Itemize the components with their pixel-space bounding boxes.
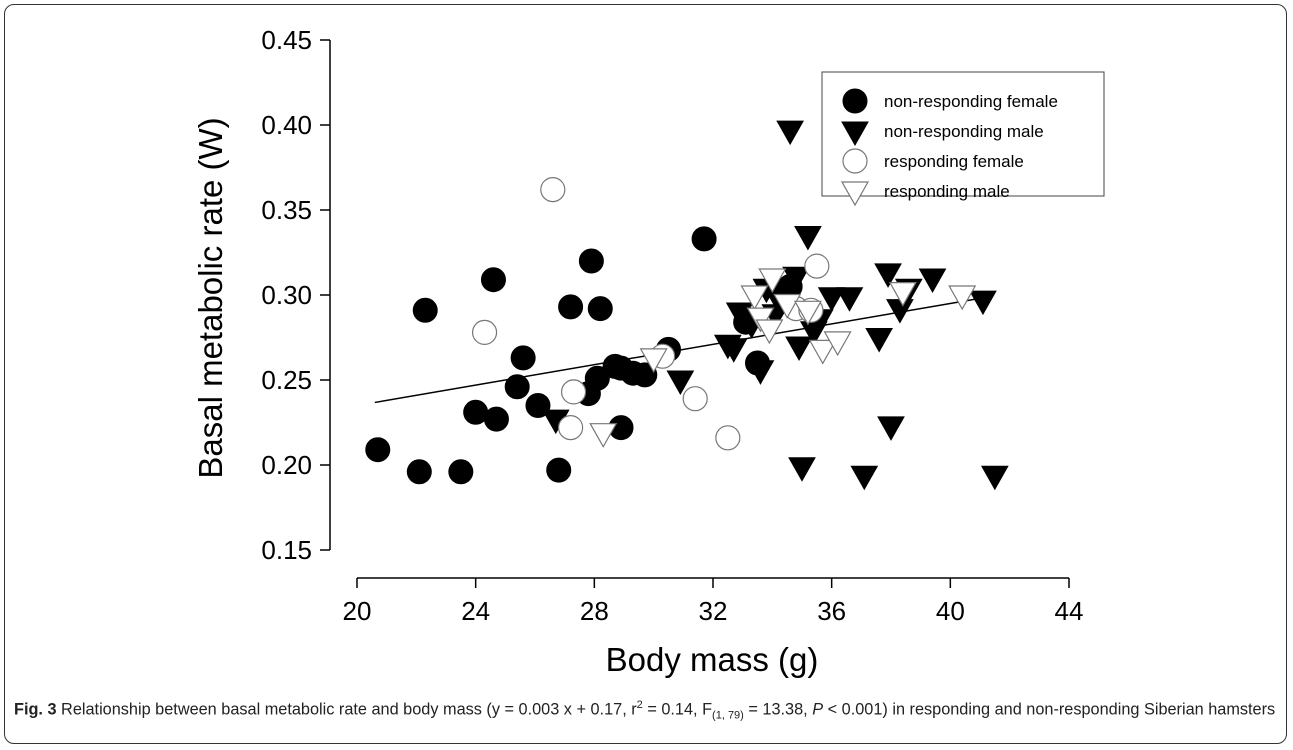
- x-tick-label: 24: [461, 596, 490, 626]
- data-point: [480, 267, 506, 293]
- data-point: [823, 331, 852, 357]
- data-point: [888, 282, 917, 307]
- data-point: [782, 266, 810, 292]
- y-tick-label: 0.20: [261, 450, 312, 480]
- data-point: [682, 386, 708, 412]
- x-tick-label: 44: [1055, 596, 1084, 626]
- data-point: [540, 177, 566, 203]
- data-point: [560, 379, 587, 405]
- data-point: [412, 297, 438, 323]
- data-marks: [365, 120, 1009, 491]
- y-axis-title: Basal metabolic rate (W): [192, 117, 229, 478]
- data-point: [715, 425, 741, 451]
- data-point: [755, 319, 784, 345]
- data-point: [483, 406, 509, 432]
- data-point: [776, 120, 804, 146]
- series-responding-male: [589, 268, 977, 448]
- data-point: [969, 290, 997, 316]
- x-tick-label: 28: [580, 596, 609, 626]
- data-point: [639, 348, 668, 374]
- y-tick-label: 0.40: [261, 110, 312, 140]
- data-point: [850, 465, 879, 491]
- legend-label: non-responding female: [884, 92, 1058, 111]
- legend-marker: [841, 121, 869, 147]
- caption-text-c: = 13.38,: [743, 700, 813, 719]
- data-point: [719, 338, 748, 363]
- data-point: [785, 336, 813, 362]
- caption-sub: (1, 79): [712, 709, 744, 722]
- data-point: [365, 437, 391, 463]
- data-point: [504, 374, 530, 400]
- data-point: [691, 226, 717, 252]
- data-point: [948, 285, 977, 311]
- data-point: [557, 415, 584, 441]
- data-point: [406, 459, 432, 485]
- data-point: [587, 296, 613, 322]
- data-point: [510, 345, 536, 371]
- data-point: [448, 459, 474, 485]
- caption-p-symbol: P: [812, 700, 824, 719]
- data-point: [758, 268, 787, 294]
- data-point: [793, 300, 822, 326]
- data-point: [835, 287, 864, 312]
- data-point: [632, 362, 658, 388]
- legend-box: [821, 71, 1105, 197]
- y-tick-label: 0.45: [261, 25, 312, 55]
- data-point: [740, 285, 769, 311]
- caption-text-b: = 0.14, F: [642, 700, 713, 719]
- data-point: [773, 293, 802, 319]
- data-point: [558, 294, 584, 320]
- data-point: [666, 370, 695, 396]
- data-point: [865, 328, 893, 353]
- series-non-responding-male: [541, 120, 1009, 491]
- data-point: [788, 457, 816, 482]
- caption-sup: 2: [636, 699, 643, 711]
- caption-text-d: < 0.001) in responding and non-respondin…: [823, 700, 1276, 719]
- legend-label: responding female: [884, 152, 1024, 171]
- x-tick-label: 40: [936, 596, 965, 626]
- data-point: [877, 416, 905, 441]
- x-tick-label: 20: [343, 596, 372, 626]
- figure-caption: Fig. 3 Relationship between basal metabo…: [14, 693, 1276, 729]
- data-point: [584, 365, 610, 391]
- axes: Basal metabolic rate (W) Body mass (g) 0…: [192, 25, 1083, 678]
- scatter-chart: Basal metabolic rate (W) Body mass (g) 0…: [192, 25, 1105, 678]
- data-point: [817, 287, 846, 312]
- data-point: [546, 457, 572, 483]
- data-point: [918, 268, 947, 294]
- figure-frame: [4, 4, 1287, 744]
- legend: non-responding female non-responding male…: [821, 71, 1105, 207]
- legend-label: responding male: [884, 182, 1010, 201]
- caption-label: Fig. 3: [14, 700, 57, 719]
- data-point: [794, 226, 822, 251]
- legend-label: non-responding male: [884, 122, 1044, 141]
- x-tick-label: 36: [817, 596, 846, 626]
- data-point: [874, 263, 902, 288]
- y-tick-label: 0.30: [261, 280, 312, 310]
- x-axis-title: Body mass (g): [606, 641, 819, 678]
- legend-marker: [842, 88, 868, 114]
- y-tick-label: 0.25: [261, 365, 312, 395]
- legend-marker: [840, 181, 870, 207]
- data-point: [804, 253, 830, 279]
- y-tick-label: 0.15: [261, 535, 312, 565]
- data-point: [578, 248, 604, 274]
- data-point: [471, 319, 498, 345]
- legend-marker: [842, 148, 868, 174]
- x-tick-label: 32: [699, 596, 728, 626]
- data-point: [746, 360, 775, 385]
- data-point: [808, 339, 837, 365]
- data-point: [980, 465, 1009, 491]
- y-tick-label: 0.35: [261, 195, 312, 225]
- data-point: [589, 423, 618, 448]
- caption-text-a: Relationship between basal metabolic rat…: [56, 700, 637, 719]
